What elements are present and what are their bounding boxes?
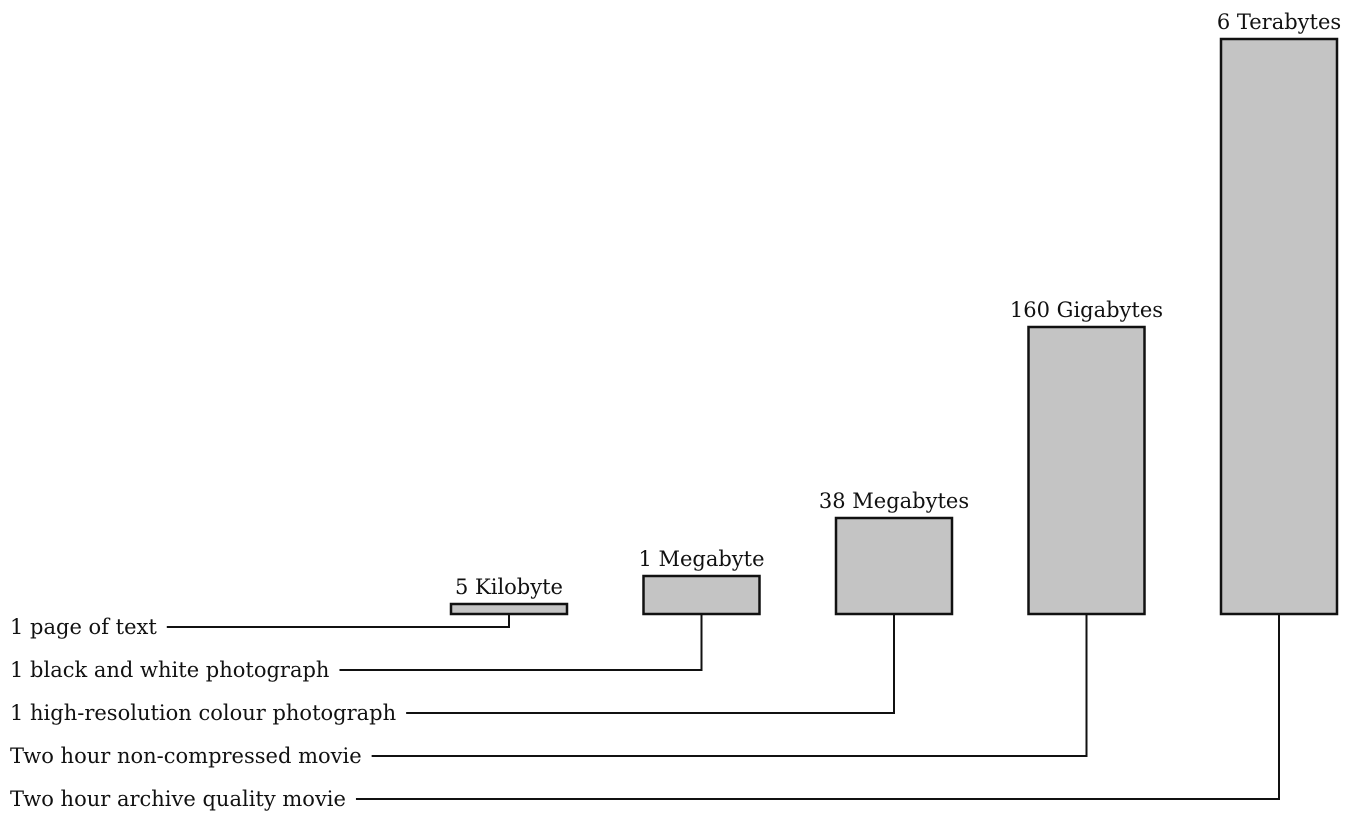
category-label: 1 black and white photograph xyxy=(10,658,329,682)
bar-value-label: 38 Megabytes xyxy=(819,489,969,513)
bars-group xyxy=(449,37,1339,616)
bar-value-label: 160 Gigabytes xyxy=(1010,298,1163,322)
category-label: 1 high-resolution colour photograph xyxy=(10,701,396,725)
value-labels-group: 5 Kilobyte 1 Megabyte 38 Megabytes 160 Giga… xyxy=(455,10,1341,599)
bar-value-label: 5 Kilobyte xyxy=(455,575,563,599)
leader-line-5 xyxy=(355,614,1280,800)
category-labels-group: 1 page of text 1 black and white photogra… xyxy=(10,615,396,811)
bar-value-label: 1 Megabyte xyxy=(638,547,764,571)
category-label: 1 page of text xyxy=(10,615,157,639)
bar-2 xyxy=(642,574,761,616)
category-label: Two hour non-compressed movie xyxy=(10,744,362,768)
bar-5 xyxy=(1219,37,1339,616)
leader-line-1 xyxy=(166,614,510,628)
bar-value-label: 6 Terabytes xyxy=(1217,10,1341,34)
leader-line-4 xyxy=(371,614,1088,757)
leader-lines-group xyxy=(166,614,1280,800)
bar-4 xyxy=(1027,325,1146,616)
leader-line-2 xyxy=(339,614,703,671)
leader-line-3 xyxy=(406,614,895,714)
category-label: Two hour archive quality movie xyxy=(10,787,346,811)
bar-3 xyxy=(834,516,954,616)
bar-1 xyxy=(449,602,569,616)
